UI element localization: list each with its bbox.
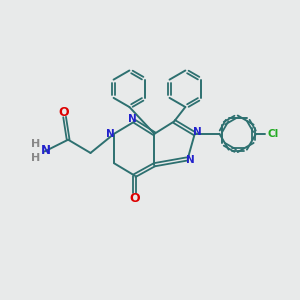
Text: O: O (58, 106, 69, 119)
Text: N: N (128, 114, 137, 124)
Text: H: H (31, 140, 40, 149)
Text: Cl: Cl (268, 129, 279, 139)
Text: N: N (193, 127, 202, 137)
Text: N: N (186, 155, 195, 165)
Text: N: N (41, 144, 51, 157)
Text: H: H (31, 153, 40, 163)
Text: O: O (129, 192, 140, 205)
Text: N: N (106, 129, 115, 139)
